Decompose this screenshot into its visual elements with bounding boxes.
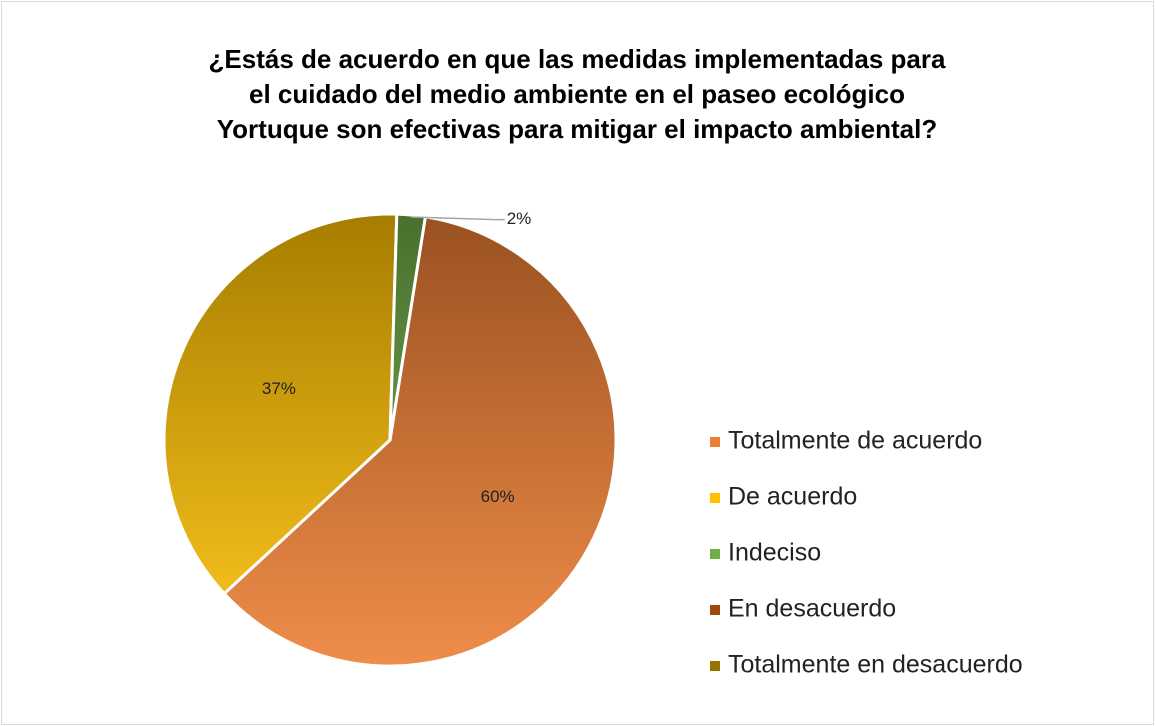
- legend-label: En desacuerdo: [728, 595, 896, 623]
- legend-label: Totalmente de acuerdo: [728, 427, 982, 455]
- chart-title: ¿Estás de acuerdo en que las medidas imp…: [209, 44, 946, 74]
- value-label: 60%: [481, 487, 515, 506]
- value-label: 2%: [507, 209, 532, 228]
- legend-label: De acuerdo: [728, 483, 857, 511]
- pie-slice: [162, 212, 399, 596]
- leader-line: [410, 216, 505, 221]
- legend-label: Indeciso: [728, 539, 821, 567]
- legend-marker: [710, 493, 720, 503]
- value-label: 37%: [262, 379, 296, 398]
- legend-marker: [710, 661, 720, 671]
- legend-label: Totalmente en desacuerdo: [728, 651, 1023, 679]
- chart-title: el cuidado del medio ambiente en el pase…: [249, 79, 905, 109]
- chart-title: Yortuque son efectivas para mitigar el i…: [217, 114, 937, 144]
- legend-marker: [710, 605, 720, 615]
- legend-marker: [710, 549, 720, 559]
- pie-slice: [222, 215, 618, 668]
- legend-marker: [710, 437, 720, 447]
